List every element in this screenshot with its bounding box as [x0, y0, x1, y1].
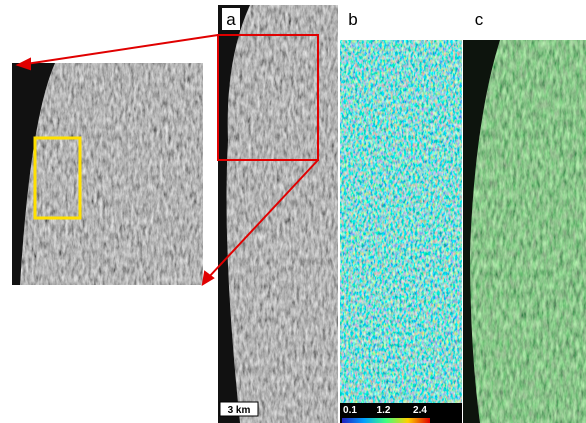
panel-label: a — [226, 10, 236, 29]
colorbar — [342, 418, 430, 423]
colorbar-tick-label: 0.1 — [343, 405, 357, 416]
panel-label: c — [475, 10, 484, 29]
panel-c-image — [463, 40, 586, 423]
inset-image — [12, 63, 203, 285]
panel-label: b — [348, 10, 357, 29]
colorbar-tick-label: 1.2 — [377, 405, 391, 416]
panel-a-image — [218, 5, 338, 423]
figure: a 3 km b 0.1 1.2 2.4 c — [0, 0, 586, 423]
scale-bar-label: 3 km — [228, 405, 251, 416]
colorbar-tick-label: 2.4 — [413, 405, 427, 416]
panel-b-image — [340, 40, 462, 405]
